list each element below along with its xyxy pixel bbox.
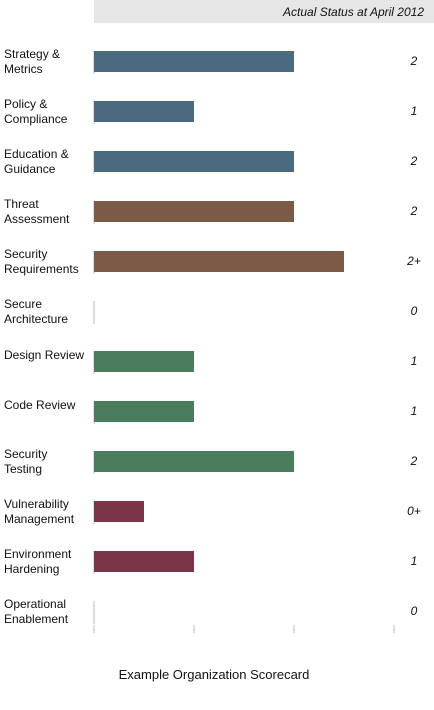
bar <box>94 451 294 472</box>
value-label: 2 <box>410 204 418 218</box>
header-band <box>94 0 434 23</box>
chart-title: Example Organization Scorecard <box>119 667 310 682</box>
category-label: Security Requirements <box>4 247 79 276</box>
value-label: 2+ <box>406 254 421 268</box>
bar <box>94 501 144 522</box>
category-label: Vulnerability Management <box>4 497 75 526</box>
value-label: 1 <box>411 404 418 418</box>
bar <box>94 101 194 122</box>
category-label: Strategy & Metrics <box>4 47 60 76</box>
bar <box>94 551 194 572</box>
bar <box>94 51 294 72</box>
bar <box>94 201 294 222</box>
bar <box>94 351 194 372</box>
category-label: Code Review <box>4 398 76 412</box>
category-label: Policy & Compliance <box>4 97 68 126</box>
value-label: 2 <box>410 454 418 468</box>
value-label: 0 <box>411 604 418 618</box>
category-label: Security Testing <box>4 447 47 476</box>
category-label: Secure Architecture <box>4 297 68 326</box>
value-label: 1 <box>411 554 418 568</box>
value-label: 0+ <box>407 504 421 518</box>
category-label: Operational Enablement <box>4 597 69 626</box>
bar <box>94 251 344 272</box>
value-label: 2 <box>410 154 418 168</box>
value-label: 1 <box>411 354 418 368</box>
value-label: 1 <box>411 104 418 118</box>
value-label: 0 <box>411 304 418 318</box>
category-label: Education & Guidance <box>4 147 69 176</box>
bar <box>94 151 294 172</box>
category-label: Design Review <box>4 348 84 362</box>
value-label: 2 <box>410 54 418 68</box>
category-label: Environment Hardening <box>4 547 72 576</box>
bar <box>94 401 194 422</box>
category-label: Threat Assessment <box>4 197 70 226</box>
header: Actual Status at April 2012 <box>282 5 424 19</box>
